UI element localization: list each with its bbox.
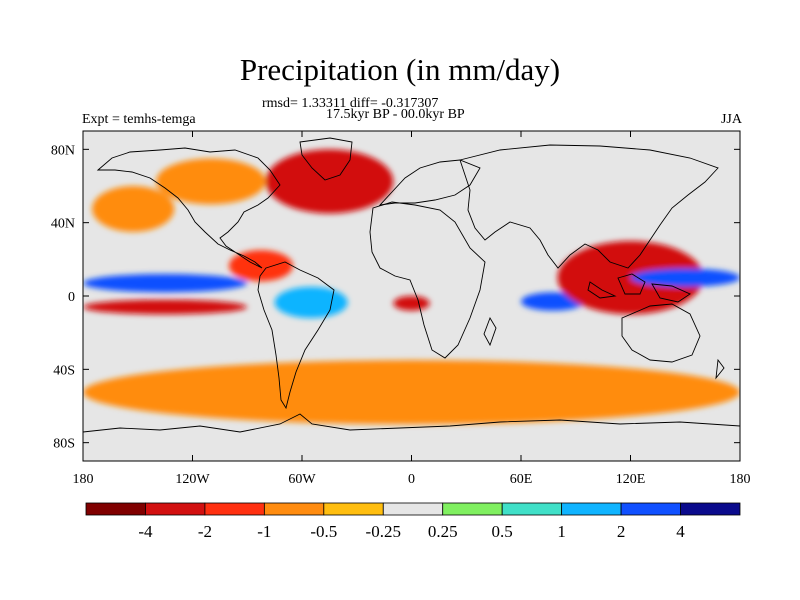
region-gulf-of-guinea xyxy=(393,296,430,311)
region-central-america xyxy=(229,250,293,282)
lon-tick-label: 120W xyxy=(175,472,210,487)
lat-tick-label: 80S xyxy=(53,437,75,452)
lon-tick-label: 120E xyxy=(616,472,646,487)
lat-tick-label: 40N xyxy=(51,217,75,232)
lon-tick-label: 180 xyxy=(73,472,94,487)
region-western-pacific-itcz xyxy=(630,268,740,287)
colorbar-label: -0.5 xyxy=(310,522,337,541)
colorbar-swatch xyxy=(85,502,146,516)
stats-subtitle: rmsd= 1.33311 diff= -0.317307 xyxy=(262,96,439,111)
lon-tick-label: 60E xyxy=(510,472,533,487)
colorbar-label: 1 xyxy=(557,522,566,541)
colorbar-label: 2 xyxy=(617,522,626,541)
colorbar-label: -2 xyxy=(198,522,212,541)
colorbar-label: 4 xyxy=(676,522,685,541)
region-western-north-america-canada xyxy=(156,158,266,205)
lon-tick-label: 0 xyxy=(408,472,415,487)
region-equatorial-east-pacific-south xyxy=(83,299,248,315)
colorbar-swatch xyxy=(620,502,681,516)
colorbar-label: 0.25 xyxy=(428,522,458,541)
lon-tick-label: 60W xyxy=(288,472,316,487)
anomaly-regions xyxy=(83,149,740,425)
lat-tick-label: 80N xyxy=(51,143,75,158)
lat-tick-label: 0 xyxy=(68,290,75,305)
colorbar-label: -4 xyxy=(138,522,153,541)
colorbar-swatch xyxy=(204,502,265,516)
colorbar-label: -0.25 xyxy=(366,522,401,541)
colorbar-label: -1 xyxy=(257,522,271,541)
colorbar-swatch xyxy=(680,502,741,516)
colorbar-swatch xyxy=(382,502,444,516)
latitude-axis: 80N 40N 0 40S 80S xyxy=(51,143,740,452)
colorbar-swatch xyxy=(501,502,563,516)
longitude-axis: 180 120W 60W 0 60E 120E 180 xyxy=(73,131,751,487)
experiment-label: Expt = temhs-temga xyxy=(82,112,196,127)
colorbar-swatch xyxy=(323,502,384,516)
region-southern-ocean xyxy=(83,360,740,425)
colorbar-swatch xyxy=(561,502,622,516)
colorbar-swatch xyxy=(145,502,206,516)
coastlines xyxy=(83,137,740,433)
region-north-atlantic-greenland xyxy=(265,149,394,214)
region-north-pacific xyxy=(92,186,175,232)
region-equatorial-east-pacific-itcz xyxy=(83,274,248,293)
map-title: Precipitation (in mm/day) xyxy=(239,52,561,87)
lon-tick-label: 180 xyxy=(730,472,751,487)
period-subtitle: 17.5kyr BP - 00.0kyr BP xyxy=(326,107,465,122)
colorbar-swatch xyxy=(442,502,503,516)
lat-tick-label: 40S xyxy=(53,363,75,378)
season-label: JJA xyxy=(720,112,742,127)
colorbar-swatch xyxy=(263,502,325,516)
colorbar-label: 0.5 xyxy=(492,522,513,541)
